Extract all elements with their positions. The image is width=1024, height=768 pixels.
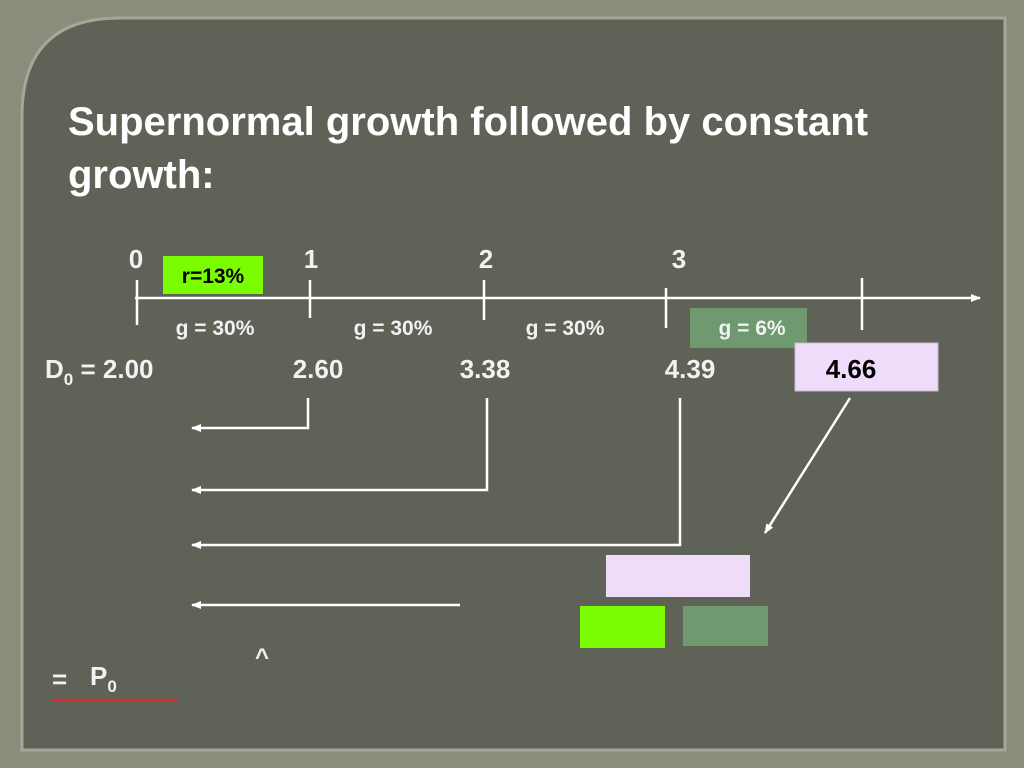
dividend: 4.39 xyxy=(665,354,716,384)
subscript: 0 xyxy=(107,677,116,696)
blank-box xyxy=(683,606,768,646)
slide-title: Supernormal growth followed by constant … xyxy=(68,100,869,197)
blank-box xyxy=(580,606,665,648)
dividend: 3.38 xyxy=(460,354,511,384)
arrow xyxy=(763,397,852,534)
growth: g = 6% xyxy=(718,317,785,340)
dividend: 4.66 xyxy=(826,354,877,384)
growth-box xyxy=(690,308,807,348)
blank-box xyxy=(606,555,750,597)
p0: P0 xyxy=(90,661,117,696)
growth: g = 30% xyxy=(176,317,255,340)
period: 1 xyxy=(304,244,318,274)
growth: g = 30% xyxy=(354,317,433,340)
panel xyxy=(20,16,1007,752)
symbol: D xyxy=(45,354,64,384)
period: 3 xyxy=(672,244,686,274)
rate: r=13% xyxy=(182,265,245,288)
dividend-0: D0 = 2.00 xyxy=(45,354,153,389)
period: 2 xyxy=(479,244,493,274)
hat: ^ xyxy=(255,644,269,671)
rate-box xyxy=(163,256,263,294)
arrow xyxy=(191,398,489,494)
period: 0 xyxy=(129,244,143,274)
dividend: 2.60 xyxy=(293,354,344,384)
value: = 2.00 xyxy=(73,354,153,384)
dividend-box xyxy=(794,342,939,392)
growth: g = 30% xyxy=(526,317,605,340)
arrow xyxy=(191,398,682,549)
symbol: P xyxy=(90,661,107,691)
equals: = xyxy=(52,664,67,694)
arrow xyxy=(191,398,310,432)
subscript: 0 xyxy=(64,370,73,389)
